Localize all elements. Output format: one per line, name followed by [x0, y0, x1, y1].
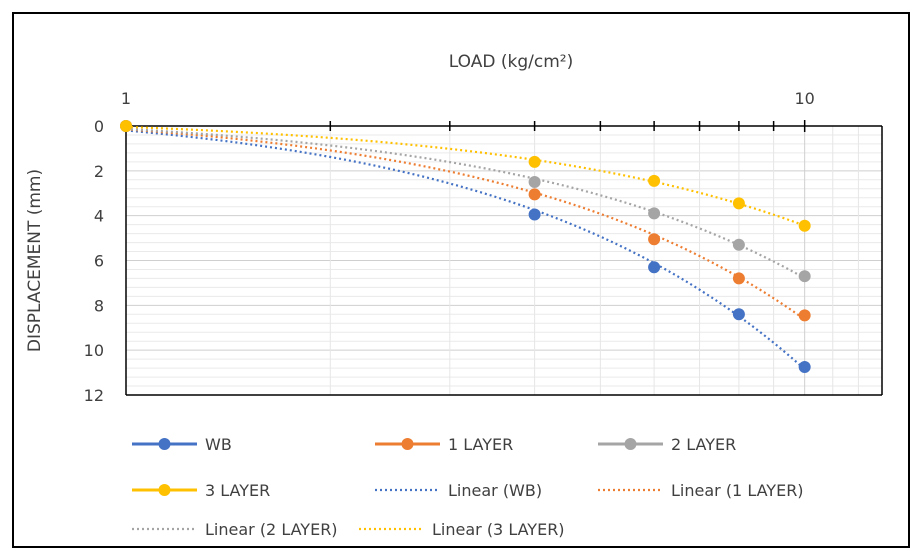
x-tick-label: 10 [794, 89, 814, 108]
legend-3-layer-marker [158, 484, 171, 496]
legend-1-layer-marker [401, 438, 414, 450]
y-tick-label: 6 [94, 252, 104, 271]
y-axis-title: DISPLACEMENT (mm) [25, 169, 45, 352]
data-point-wb [528, 208, 541, 221]
trendline-2-layer [125, 127, 806, 280]
legend-wb-marker [158, 438, 171, 450]
x-axis-title: LOAD (kg/cm²) [449, 52, 573, 72]
data-point-1-layer [798, 309, 811, 322]
legend-2-layer-marker [624, 438, 637, 450]
tick-labels: 1 10 0 2 4 6 8 10 12 [84, 89, 815, 405]
legend-linear-wb-label: Linear (WB) [448, 481, 542, 500]
y-tick-label: 2 [94, 162, 104, 181]
legend-3-layer-label: 3 LAYER [205, 481, 270, 500]
y-tick-label: 8 [94, 296, 104, 315]
data-point-1-layer [732, 272, 745, 285]
data-point-1-layer [648, 233, 661, 246]
data-points [120, 120, 811, 373]
chart-frame [12, 12, 910, 548]
axes [125, 120, 883, 396]
grid [126, 125, 883, 396]
legend-linear-1-layer-label: Linear (1 LAYER) [671, 481, 804, 500]
x-tick-label: 1 [121, 89, 131, 108]
legend-2-layer-label: 2 LAYER [671, 435, 736, 454]
data-point-3-layer [120, 120, 132, 132]
data-point-3-layer [732, 197, 745, 210]
y-tick-label: 12 [84, 386, 104, 405]
data-point-2-layer [528, 176, 541, 189]
data-point-1-layer [528, 188, 541, 201]
trendline-wb [125, 129, 806, 371]
data-point-2-layer [798, 270, 811, 283]
data-point-3-layer [528, 155, 541, 168]
data-point-3-layer [798, 219, 811, 232]
legend: WB 1 LAYER 2 LAYER 3 LAYER Linear (WB) Linear… [132, 435, 804, 539]
data-point-3-layer [648, 174, 661, 187]
trendline-3-layer [125, 125, 806, 227]
trendlines [125, 125, 806, 371]
data-point-wb [798, 360, 811, 373]
data-point-wb [648, 261, 661, 274]
legend-1-layer-label: 1 LAYER [448, 435, 513, 454]
data-point-wb [732, 308, 745, 321]
data-point-2-layer [732, 238, 745, 251]
legend-linear-3-layer-label: Linear (3 LAYER) [432, 520, 565, 539]
data-point-2-layer [648, 207, 661, 220]
legend-wb-label: WB [205, 435, 232, 454]
y-tick-label: 0 [94, 117, 104, 136]
y-tick-label: 10 [84, 341, 104, 360]
trendline-1-layer [125, 128, 806, 321]
legend-linear-2-layer-label: Linear (2 LAYER) [205, 520, 338, 539]
y-tick-label: 4 [94, 207, 104, 226]
